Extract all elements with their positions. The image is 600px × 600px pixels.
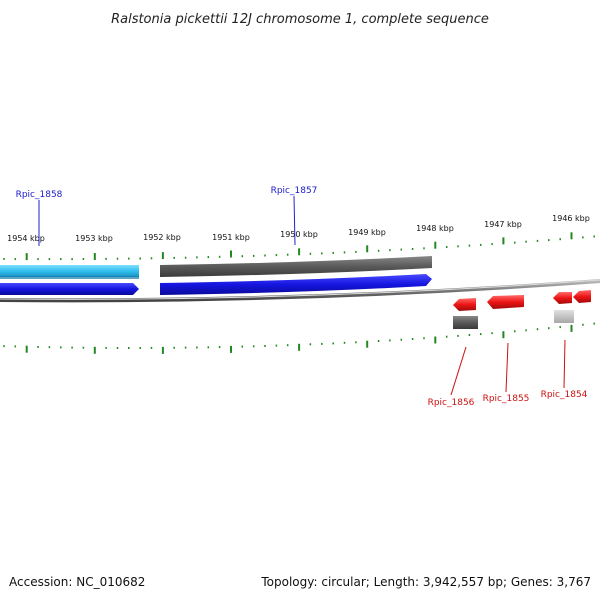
leader-lines — [38, 195, 566, 396]
gene-label-rpic-1856[interactable]: Rpic_1856 — [428, 398, 475, 408]
cds-rpic-1856-arrow[interactable] — [453, 298, 476, 311]
gene-rpic-1856[interactable] — [453, 316, 478, 329]
gene-rpic-1858-shadow — [0, 276, 139, 279]
cds-rpic-1855-arrow[interactable] — [487, 295, 524, 309]
scale-label-1952: 1952 kbp — [143, 233, 181, 242]
topology-text: Topology: circular; Length: 3,942,557 bp… — [260, 575, 591, 589]
scale-label-1951: 1951 kbp — [212, 233, 250, 242]
gene-label-rpic-1854[interactable]: Rpic_1854 — [541, 390, 588, 400]
reverse-gene-track — [453, 310, 574, 329]
scale-label-1947: 1947 kbp — [484, 220, 522, 229]
gene-label-rpic-1855[interactable]: Rpic_1855 — [483, 394, 530, 404]
leader-rpic-1856 — [450, 346, 467, 396]
scale-labels: 1954 kbp 1953 kbp 1952 kbp 1951 kbp 1950… — [7, 214, 590, 243]
reverse-cds-track — [453, 290, 591, 311]
leader-rpic-1854 — [563, 339, 566, 389]
gene-label-rpic-1857[interactable]: Rpic_1857 — [271, 186, 318, 196]
cds-rpic-1857-arrow[interactable] — [160, 274, 432, 295]
forward-cds-track — [0, 274, 432, 295]
gene-rpic-1857-bar[interactable] — [160, 256, 432, 277]
gene-rpic-1858-bar[interactable] — [0, 265, 139, 277]
scale-label-1953: 1953 kbp — [75, 234, 113, 243]
scale-label-1949: 1949 kbp — [348, 228, 386, 237]
map-title: Ralstonia pickettii 12J chromosome 1, co… — [111, 12, 489, 27]
cds-rpic-1854a-arrow[interactable] — [553, 292, 572, 304]
leader-rpic-1855 — [505, 342, 509, 393]
upper-scale-ticks — [3, 232, 595, 261]
cds-rpic-1858-arrow[interactable] — [0, 283, 139, 295]
leader-rpic-1857 — [293, 195, 296, 246]
accession-text: Accession: NC_010682 — [9, 575, 145, 589]
lower-scale-ticks — [3, 322, 595, 354]
genome-backbone — [0, 279, 600, 303]
gene-rpic-1857[interactable] — [160, 256, 432, 277]
scale-label-1954: 1954 kbp — [7, 234, 45, 243]
scale-label-1948: 1948 kbp — [416, 224, 454, 233]
scale-label-1946: 1946 kbp — [552, 214, 590, 223]
genome-backbone-highlight — [0, 279, 600, 300]
gene-label-rpic-1858[interactable]: Rpic_1858 — [16, 190, 63, 200]
cds-rpic-1854b-arrow[interactable] — [573, 290, 591, 303]
scale-label-1950: 1950 kbp — [280, 230, 318, 239]
gene-rpic-1854[interactable] — [554, 310, 574, 323]
gene-rpic-1858[interactable] — [0, 265, 139, 279]
